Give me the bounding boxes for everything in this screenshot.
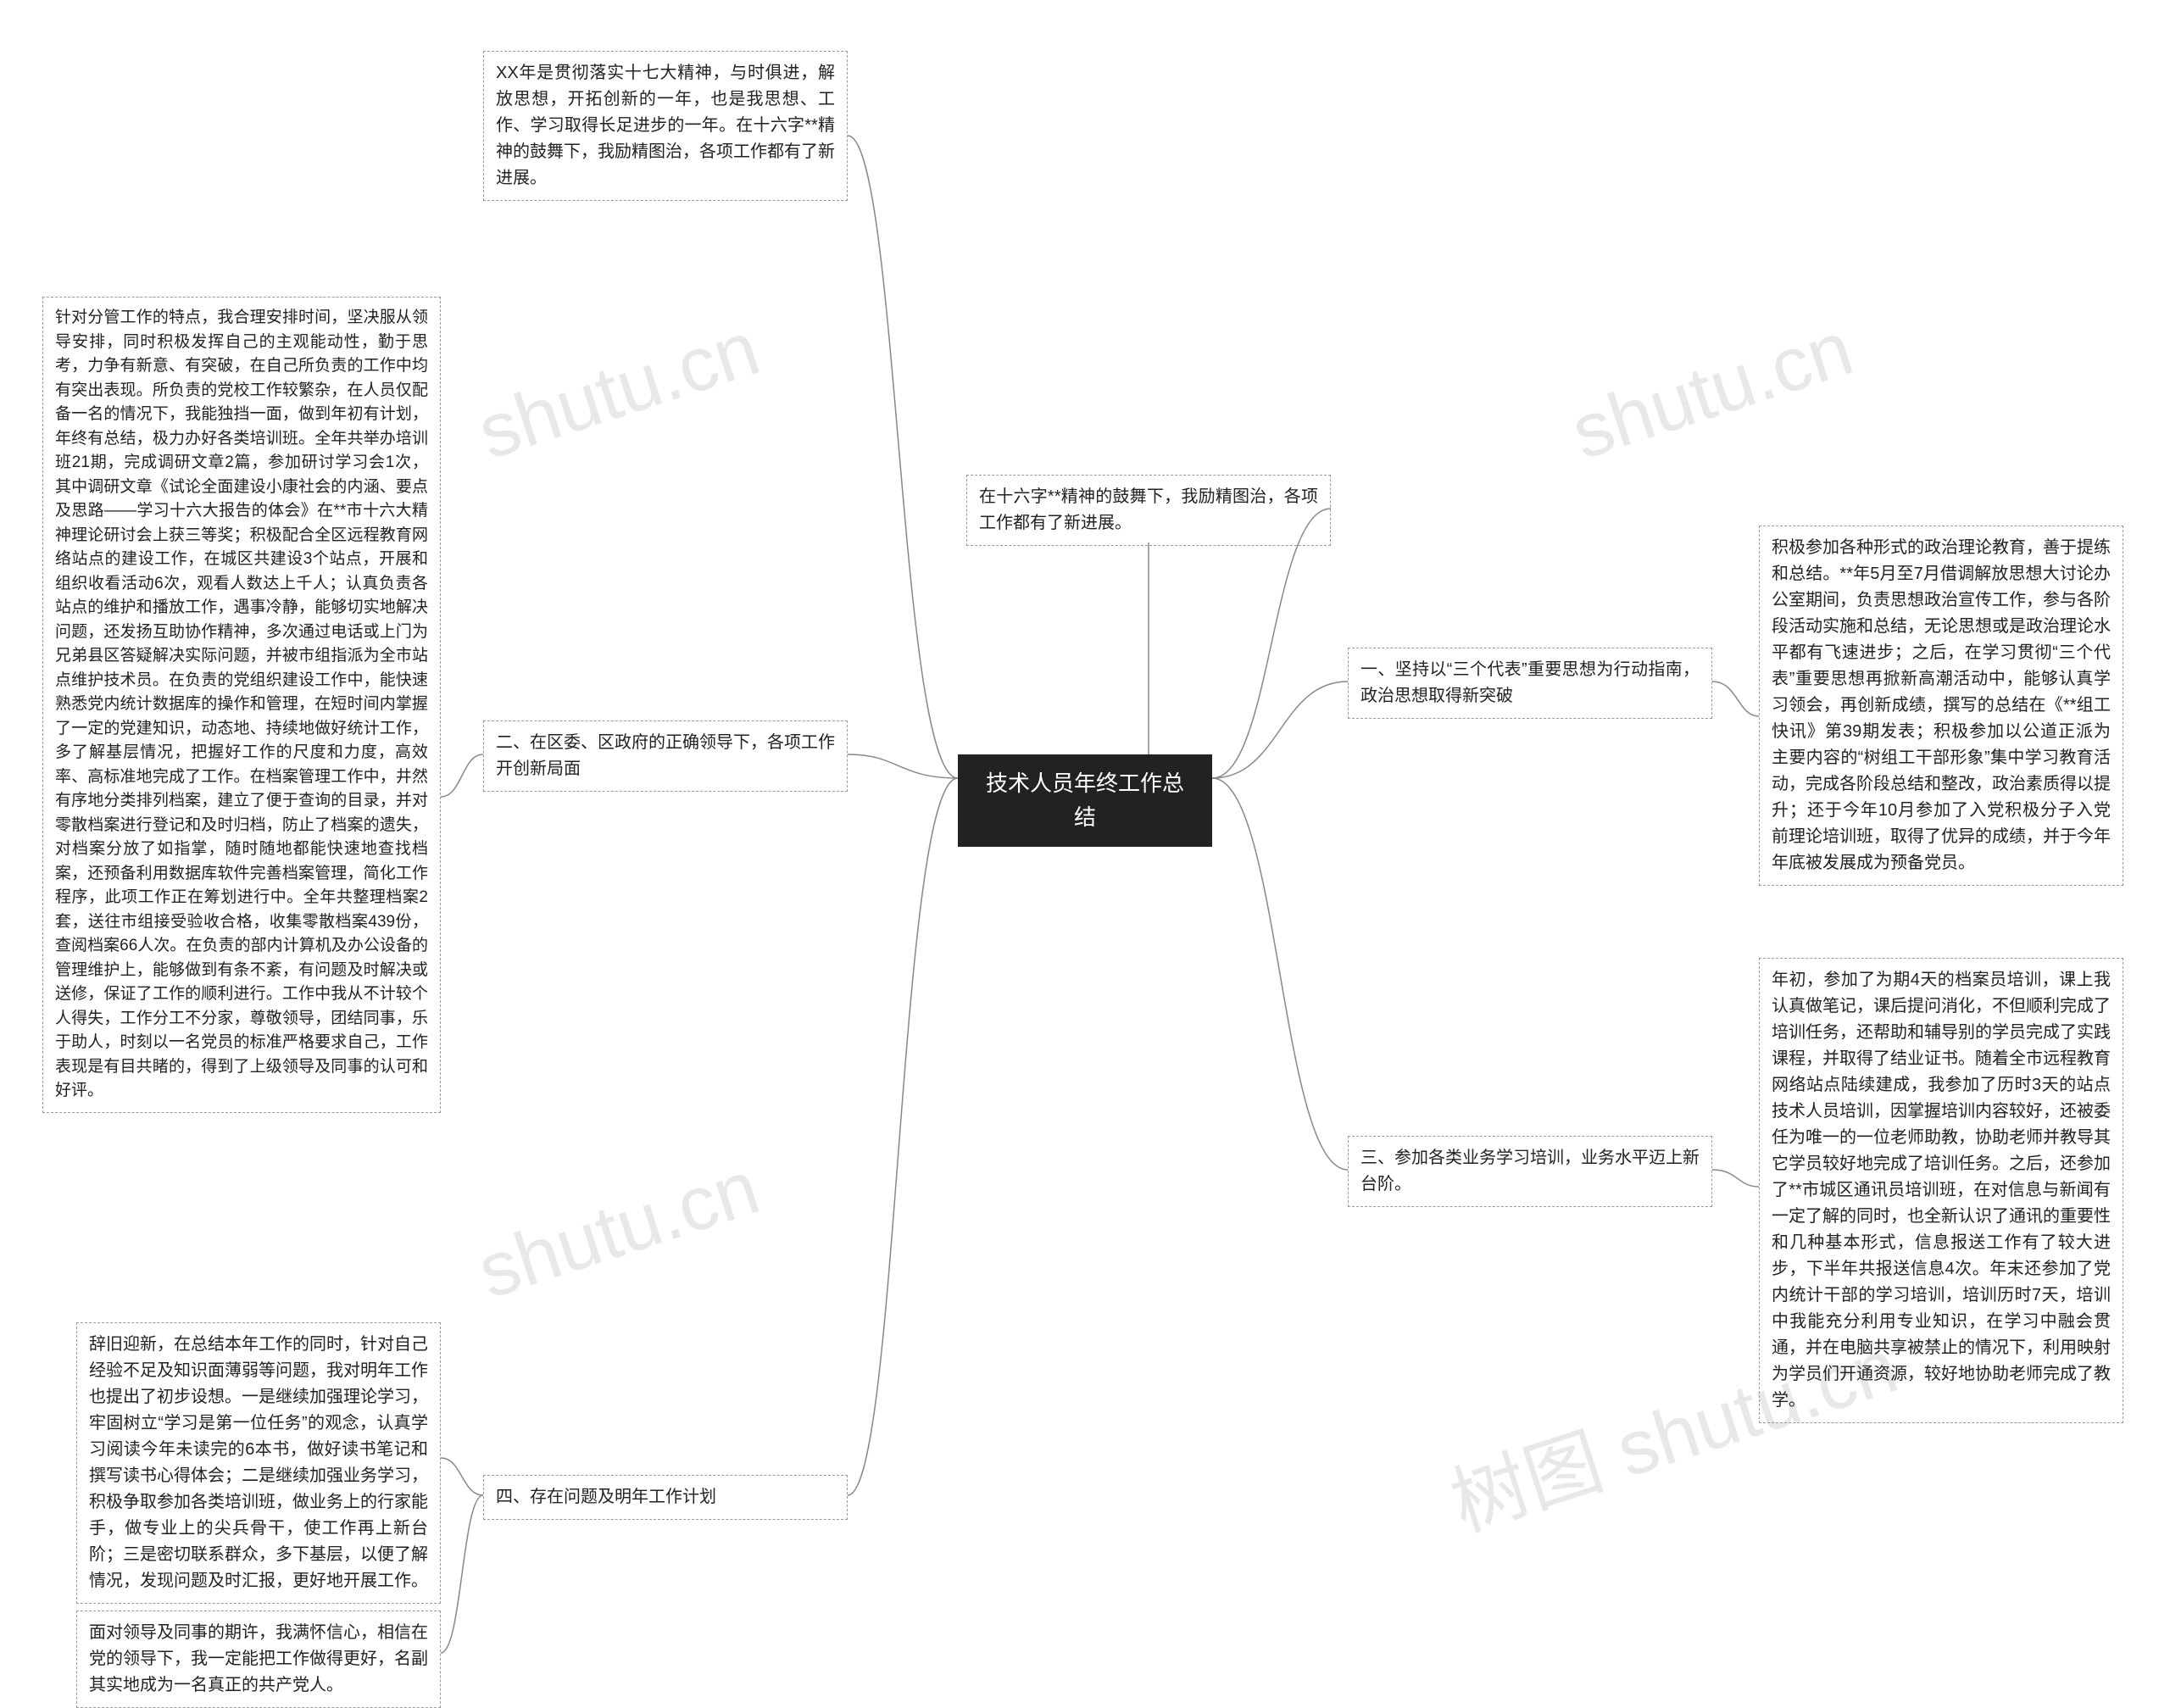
node-intro[interactable]: XX年是贯彻落实十七大精神，与时俱进，解放思想，开拓创新的一年，也是我思想、工作… [483, 51, 848, 201]
node-section-3[interactable]: 三、参加各类业务学习培训，业务水平迈上新台阶。 [1348, 1136, 1712, 1207]
node-section-4[interactable]: 四、存在问题及明年工作计划 [483, 1475, 848, 1520]
node-section-1[interactable]: 一、坚持以“三个代表”重要思想为行动指南，政治思想取得新突破 [1348, 648, 1712, 719]
node-section-1-detail[interactable]: 积极参加各种形式的政治理论教育，善于提练和总结。**年5月至7月借调解放思想大讨… [1759, 526, 2123, 886]
node-section-4-detail-b[interactable]: 面对领导及同事的期许，我满怀信心，相信在党的领导下，我一定能把工作做得更好，名副… [76, 1611, 441, 1708]
root-node[interactable]: 技术人员年终工作总结 [958, 754, 1212, 847]
node-section-2[interactable]: 二、在区委、区政府的正确领导下，各项工作开创新局面 [483, 720, 848, 792]
node-section-2-detail[interactable]: 针对分管工作的特点，我合理安排时间，坚决服从领导安排，同时积极发挥自己的主观能动… [42, 297, 441, 1113]
node-subtitle[interactable]: 在十六字**精神的鼓舞下，我励精图治，各项工作都有了新进展。 [966, 475, 1331, 546]
node-section-3-detail[interactable]: 年初，参加了为期4天的档案员培训，课上我认真做笔记，课后提问消化，不但顺利完成了… [1759, 958, 2123, 1423]
node-section-4-detail-a[interactable]: 辞旧迎新，在总结本年工作的同时，针对自己经验不足及知识面薄弱等问题，我对明年工作… [76, 1322, 441, 1604]
mindmap-canvas: 技术人员年终工作总结 在十六字**精神的鼓舞下，我励精图治，各项工作都有了新进展… [0, 0, 2170, 1705]
